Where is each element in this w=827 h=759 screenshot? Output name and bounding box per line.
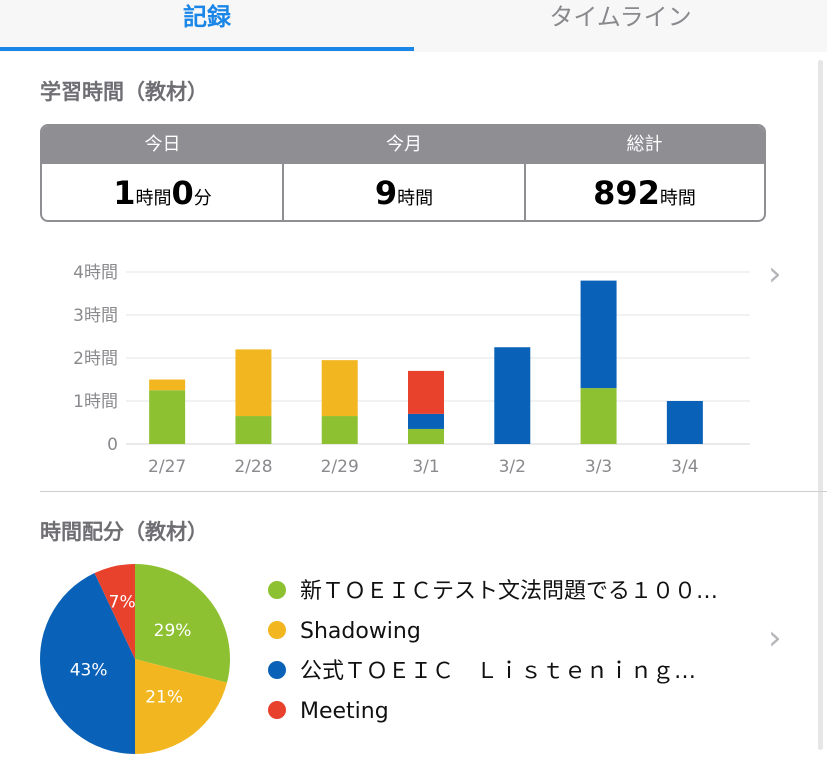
pie-label: 7%	[109, 593, 136, 613]
legend-dot-green	[268, 581, 286, 599]
legend-item: Shadowing	[268, 616, 718, 656]
bar-segment	[408, 428, 444, 444]
bar-segment	[494, 347, 531, 444]
time-distribution-title: 時間配分（教材）	[40, 520, 208, 544]
x-tick-label: 2/28	[234, 457, 272, 477]
total-hours: 892	[593, 174, 660, 212]
bar-segment	[666, 401, 703, 444]
legend-label: 新ＴＯＥＩＣテスト文法問題でる１００…	[300, 579, 719, 604]
today-minutes-unit: 分	[193, 188, 212, 209]
month-unit: 時間	[397, 188, 434, 209]
active-tab-indicator	[0, 47, 414, 51]
legend-dot-red	[268, 701, 286, 719]
tab-bar: 記録 タイムライン	[0, 0, 827, 52]
total-unit: 時間	[659, 188, 696, 209]
x-tick-label: 3/2	[499, 457, 526, 477]
summary-table: 今日 今月 総計 1時間0分 9時間 892時間	[40, 124, 766, 222]
today-label: 今日	[144, 134, 181, 155]
month-value: 9時間	[283, 164, 525, 220]
legend-item: Meeting	[268, 696, 718, 736]
y-tick-label: 1時間	[73, 392, 118, 412]
summary-divider	[282, 126, 284, 220]
legend-item: 公式ＴＯＥＩＣ Ｌｉｓｔｅｎｉｎｇ…	[268, 656, 718, 696]
bar-segment	[321, 360, 358, 417]
summary-header	[42, 126, 764, 164]
bar-segment	[321, 416, 358, 444]
bar-segment	[408, 370, 444, 414]
pie-slice	[94, 564, 135, 659]
pie-legend: 新ＴＯＥＩＣテスト文法問題でる１００… Shadowing 公式ＴＯＥＩＣ Ｌｉ…	[268, 576, 718, 736]
bar-segment	[408, 413, 444, 429]
legend-label: 公式ＴＯＥＩＣ Ｌｉｓｔｅｎｉｎｇ…	[300, 659, 697, 684]
pie-label: 43%	[70, 660, 108, 680]
pie-label: 29%	[154, 621, 192, 641]
bar-segment	[149, 390, 186, 444]
section-divider	[40, 491, 827, 492]
y-tick-label: 3時間	[73, 306, 118, 326]
y-tick-label: 0	[107, 435, 118, 455]
bar-segment	[235, 349, 272, 417]
bar-segment	[580, 388, 617, 444]
month-label: 今月	[386, 134, 422, 155]
today-value: 1時間0分	[42, 164, 283, 220]
x-tick-label: 3/1	[412, 457, 439, 477]
y-tick-label: 4時間	[73, 263, 118, 283]
total-value: 892時間	[525, 164, 764, 220]
summary-divider	[524, 126, 526, 220]
pie-slice	[135, 564, 230, 683]
legend-dot-yellow	[268, 621, 286, 639]
study-time-title: 学習時間（教材）	[40, 80, 208, 104]
legend-label: Shadowing	[300, 619, 421, 644]
x-tick-label: 2/27	[148, 457, 186, 477]
daily-study-bar-chart[interactable]: 0 1時間 2時間 3時間 4時間 2/27 2/28 2/29 3/1 3/2 3/3 3/4	[0, 250, 827, 490]
chevron-right-icon[interactable]: ›	[768, 254, 782, 294]
legend-dot-blue	[268, 661, 286, 679]
scrollbar[interactable]	[818, 60, 823, 750]
bar-segment	[580, 280, 617, 389]
bar-segment	[235, 416, 272, 444]
tab-record[interactable]: 記録	[183, 3, 231, 31]
tab-timeline[interactable]: タイムライン	[549, 3, 692, 31]
legend-label: Meeting	[300, 699, 389, 724]
x-tick-label: 3/3	[585, 457, 612, 477]
x-tick-label: 2/29	[321, 457, 359, 477]
total-label: 総計	[626, 134, 663, 155]
time-distribution-pie-chart[interactable]: 29% 21% 43% 7%	[38, 562, 232, 756]
bar-segment	[149, 379, 186, 391]
today-minutes: 0	[171, 174, 194, 212]
pie-slice	[39, 573, 135, 754]
month-hours: 9	[374, 174, 398, 212]
today-hours-unit: 時間	[135, 188, 172, 209]
x-tick-label: 3/4	[671, 457, 698, 477]
chevron-right-icon[interactable]: ›	[768, 618, 782, 658]
today-hours: 1	[113, 174, 136, 212]
legend-item: 新ＴＯＥＩＣテスト文法問題でる１００…	[268, 576, 718, 616]
pie-slice	[135, 659, 228, 754]
y-tick-label: 2時間	[73, 349, 118, 369]
pie-label: 21%	[145, 688, 183, 708]
